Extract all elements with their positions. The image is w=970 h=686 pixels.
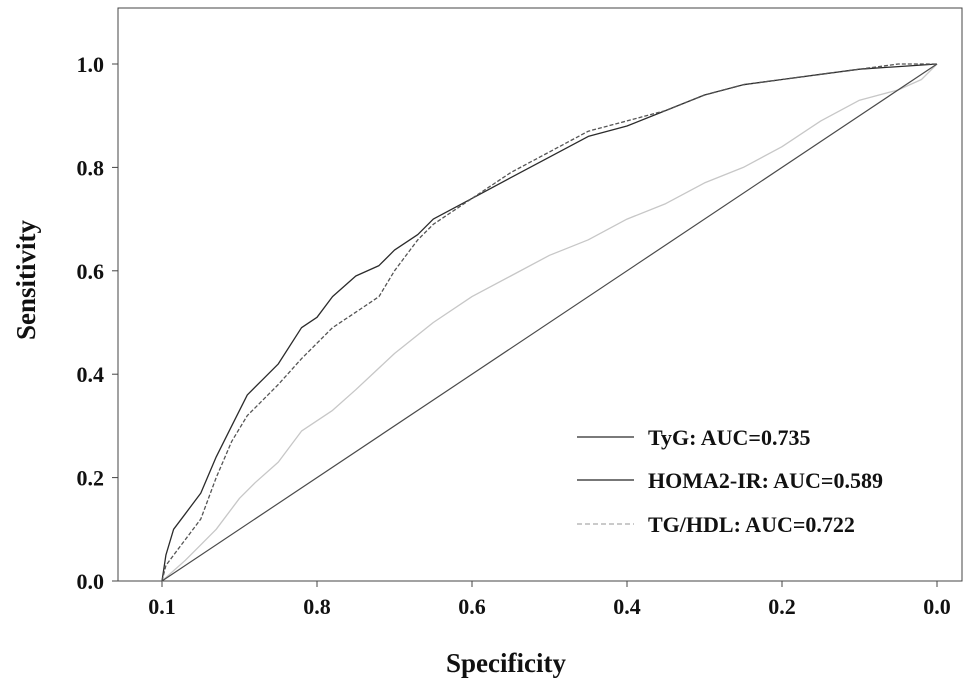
y-tick-label: 1.0 <box>77 52 105 77</box>
x-tick-label: 0.6 <box>458 594 486 619</box>
y-tick-label: 0.8 <box>77 155 105 180</box>
x-axis-title: Specificity <box>446 648 566 678</box>
y-tick-label: 0.0 <box>77 569 105 594</box>
legend-label: TG/HDL: AUC=0.722 <box>648 512 855 537</box>
series-line-2 <box>161 63 938 582</box>
x-tick-label: 0.1 <box>148 594 176 619</box>
legend: TyG: AUC=0.735 HOMA2-IR: AUC=0.589 TG/HDL:… <box>577 425 883 537</box>
legend-label: HOMA2-IR: AUC=0.589 <box>648 468 883 493</box>
series-line-3 <box>161 63 937 582</box>
series-layer <box>161 63 938 582</box>
x-tick-label: 0.8 <box>303 594 331 619</box>
y-tick-label: 0.2 <box>77 466 105 491</box>
plot-frame <box>117 7 963 582</box>
y-tick-label: 0.6 <box>77 259 105 284</box>
x-tick-label: 0.0 <box>923 594 951 619</box>
x-axis-ticks: 0.1 0.8 0.6 0.4 0.2 0.0 <box>148 581 951 619</box>
y-tick-label: 0.4 <box>77 362 105 387</box>
y-axis-title: Sensitivity <box>11 219 41 340</box>
y-axis-ticks: 0.0 0.2 0.4 0.6 0.8 1.0 <box>77 52 118 594</box>
x-tick-label: 0.2 <box>768 594 796 619</box>
legend-label: TyG: AUC=0.735 <box>648 425 810 450</box>
x-tick-label: 0.4 <box>613 594 641 619</box>
reference-diagonal-line <box>161 63 938 582</box>
